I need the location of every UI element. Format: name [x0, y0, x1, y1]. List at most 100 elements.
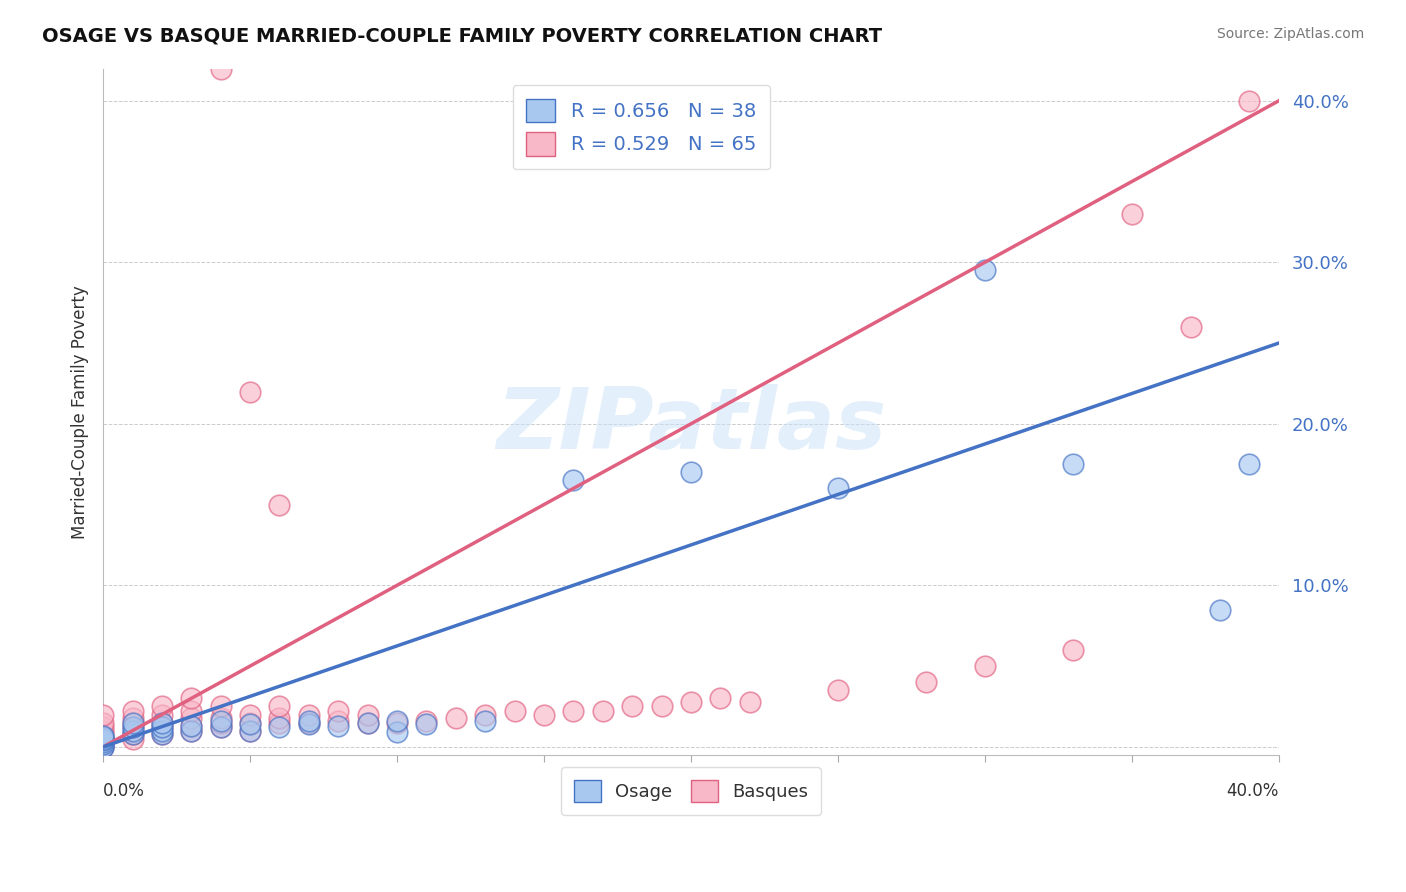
Point — [91, 731, 114, 746]
Point — [298, 714, 321, 728]
Point — [121, 715, 143, 730]
Text: OSAGE VS BASQUE MARRIED-COUPLE FAMILY POVERTY CORRELATION CHART: OSAGE VS BASQUE MARRIED-COUPLE FAMILY PO… — [42, 27, 883, 45]
Point — [915, 675, 938, 690]
Point — [385, 715, 408, 730]
Point — [621, 699, 644, 714]
Point — [180, 711, 202, 725]
Point — [91, 715, 114, 730]
Point — [973, 659, 995, 673]
Point — [91, 739, 114, 754]
Legend: Osage, Basques: Osage, Basques — [561, 767, 821, 814]
Point — [209, 721, 232, 735]
Point — [298, 717, 321, 731]
Text: 40.0%: 40.0% — [1226, 782, 1278, 800]
Point — [503, 704, 526, 718]
Point — [827, 683, 849, 698]
Point — [415, 717, 437, 731]
Point — [180, 723, 202, 738]
Point — [91, 735, 114, 749]
Point — [209, 711, 232, 725]
Point — [679, 465, 702, 479]
Point — [1239, 457, 1261, 471]
Point — [474, 714, 496, 728]
Point — [91, 737, 114, 751]
Point — [239, 707, 262, 722]
Point — [328, 714, 350, 728]
Point — [121, 721, 143, 735]
Point — [679, 695, 702, 709]
Point — [1121, 207, 1143, 221]
Point — [562, 474, 585, 488]
Point — [415, 714, 437, 728]
Point — [385, 714, 408, 728]
Point — [709, 691, 731, 706]
Point — [356, 707, 378, 722]
Point — [592, 704, 614, 718]
Text: Source: ZipAtlas.com: Source: ZipAtlas.com — [1216, 27, 1364, 41]
Point — [91, 731, 114, 746]
Point — [239, 723, 262, 738]
Point — [356, 715, 378, 730]
Text: 0.0%: 0.0% — [103, 782, 145, 800]
Point — [91, 733, 114, 747]
Point — [150, 715, 173, 730]
Point — [973, 263, 995, 277]
Point — [239, 384, 262, 399]
Point — [91, 721, 114, 735]
Point — [533, 707, 555, 722]
Point — [1209, 602, 1232, 616]
Point — [180, 719, 202, 733]
Point — [1239, 94, 1261, 108]
Point — [91, 739, 114, 754]
Point — [738, 695, 761, 709]
Point — [209, 714, 232, 728]
Point — [239, 715, 262, 730]
Point — [269, 498, 291, 512]
Point — [356, 715, 378, 730]
Point — [150, 721, 173, 735]
Point — [239, 723, 262, 738]
Point — [827, 482, 849, 496]
Point — [121, 721, 143, 735]
Point — [91, 723, 114, 738]
Point — [121, 723, 143, 738]
Point — [121, 731, 143, 746]
Point — [1180, 320, 1202, 334]
Point — [150, 727, 173, 741]
Point — [150, 715, 173, 730]
Point — [209, 721, 232, 735]
Point — [121, 715, 143, 730]
Point — [239, 717, 262, 731]
Point — [651, 699, 673, 714]
Point — [209, 715, 232, 730]
Point — [150, 727, 173, 741]
Text: ZIPatlas: ZIPatlas — [496, 384, 886, 467]
Point — [1062, 643, 1084, 657]
Point — [91, 735, 114, 749]
Point — [121, 704, 143, 718]
Y-axis label: Married-Couple Family Poverty: Married-Couple Family Poverty — [72, 285, 89, 539]
Point — [91, 730, 114, 744]
Point — [150, 699, 173, 714]
Point — [150, 707, 173, 722]
Point — [444, 711, 467, 725]
Point — [180, 704, 202, 718]
Point — [269, 721, 291, 735]
Point — [91, 729, 114, 743]
Point — [121, 711, 143, 725]
Point — [180, 719, 202, 733]
Point — [209, 62, 232, 76]
Point — [1062, 457, 1084, 471]
Point — [562, 704, 585, 718]
Point — [91, 727, 114, 741]
Point — [91, 739, 114, 754]
Point — [91, 707, 114, 722]
Point — [91, 730, 114, 744]
Point — [269, 715, 291, 730]
Point — [269, 699, 291, 714]
Point — [209, 699, 232, 714]
Point — [180, 691, 202, 706]
Point — [91, 737, 114, 751]
Point — [269, 711, 291, 725]
Point — [474, 707, 496, 722]
